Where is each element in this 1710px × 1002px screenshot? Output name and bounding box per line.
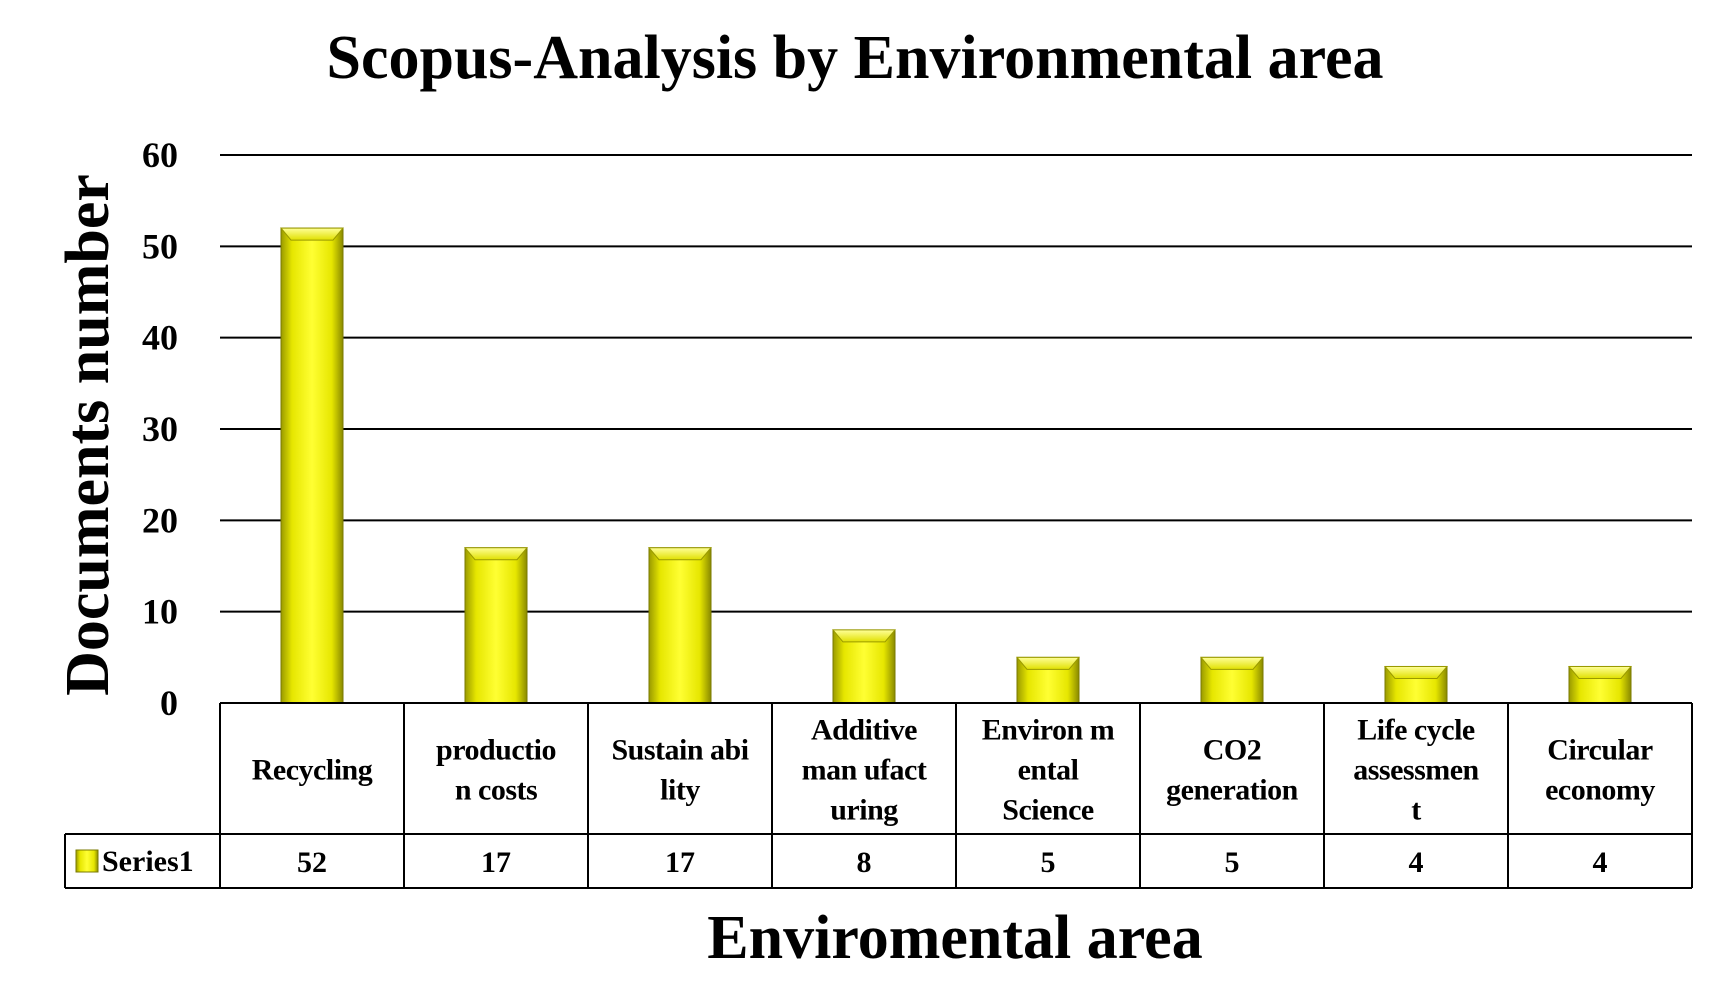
- data-label: 52: [297, 846, 327, 879]
- data-table: Recycling productio n costs Sustain abi lity…: [64, 702, 1693, 889]
- bar: [279, 227, 345, 704]
- legend-swatch: [75, 849, 99, 873]
- y-tick-label: 0: [160, 683, 178, 723]
- gridlines: [220, 154, 1692, 613]
- data-label: 8: [857, 846, 872, 879]
- bar: [1015, 656, 1081, 704]
- chart-title: Scopus-Analysis by Environmental area: [326, 24, 1383, 92]
- x-tick-label: Additive man ufact uring: [802, 714, 927, 827]
- bar: [1567, 665, 1633, 704]
- y-tick-label: 20: [142, 500, 178, 540]
- bar: [1383, 665, 1449, 704]
- x-tick-label: productio n costs: [436, 734, 556, 807]
- y-tick-label: 50: [142, 226, 178, 266]
- x-tick-label: CO2 generation: [1166, 734, 1298, 807]
- x-tick-label: Environ m ental Science: [982, 714, 1115, 827]
- y-tick-label: 30: [142, 409, 178, 449]
- x-axis-title: Enviromental area: [707, 904, 1202, 972]
- data-label: 5: [1041, 846, 1056, 879]
- data-label: 17: [481, 846, 511, 879]
- bar: [1199, 656, 1265, 704]
- legend-item: Series1: [75, 845, 194, 878]
- y-axis-title: Documents number: [54, 174, 122, 696]
- data-label: 4: [1409, 846, 1424, 879]
- bar: [831, 629, 897, 704]
- x-tick-label: Sustain abi lity: [611, 734, 748, 807]
- y-axis-ticks: 0 10 20 30 40 50 60: [142, 135, 178, 723]
- data-label: 5: [1225, 846, 1240, 879]
- bar: [463, 547, 529, 704]
- bars: [279, 227, 1633, 704]
- data-label: 4: [1593, 846, 1608, 879]
- x-tick-label: Life cycle assessmen t: [1353, 714, 1479, 827]
- y-tick-label: 60: [142, 135, 178, 175]
- x-tick-label: Circular economy: [1545, 734, 1655, 807]
- data-label: 17: [665, 846, 695, 879]
- y-tick-label: 40: [142, 318, 178, 358]
- legend-label: Series1: [102, 845, 194, 878]
- y-tick-label: 10: [142, 592, 178, 632]
- bar: [647, 547, 713, 704]
- x-tick-label: Recycling: [252, 754, 373, 787]
